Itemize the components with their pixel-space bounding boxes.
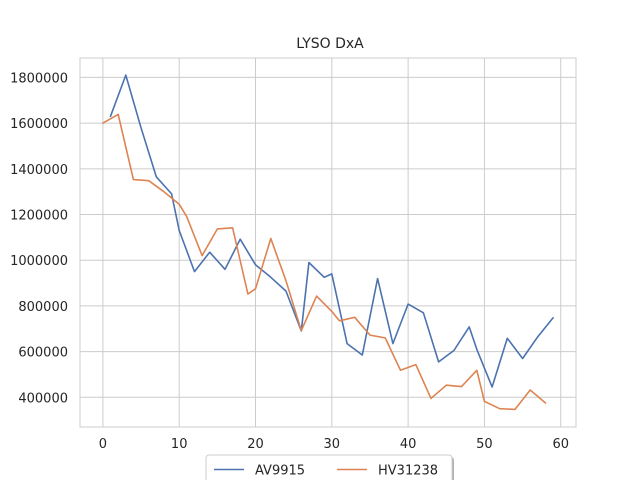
y-tick-label: 1400000	[10, 163, 68, 178]
grid	[80, 58, 576, 427]
legend-label: AV9915	[255, 464, 305, 479]
x-tick-label: 30	[324, 437, 341, 452]
chart-title: LYSO DxA	[296, 36, 364, 52]
legend-box	[205, 454, 453, 480]
plot-frame	[79, 57, 577, 428]
x-tick-label: 0	[99, 437, 107, 452]
y-tick-label: 1800000	[10, 71, 68, 86]
legend: AV9915 HV31238	[205, 454, 454, 480]
x-tick-labels: 0 10 20 30 40 50 60	[99, 437, 569, 452]
x-tick-label: 50	[476, 437, 493, 452]
series-line-1	[109, 74, 554, 388]
y-tick-label: 800000	[18, 300, 68, 315]
y-tick-label: 600000	[18, 346, 68, 361]
y-tick-label: 1200000	[10, 209, 68, 224]
y-tick-labels: 400000 600000 800000 1000000 1200000 1400000 1…	[10, 71, 68, 406]
y-tick-label: 1000000	[10, 254, 68, 269]
x-tick-label: 60	[552, 437, 569, 452]
y-tick-label: 400000	[18, 391, 68, 406]
y-tick-label: 1600000	[10, 117, 68, 132]
x-tick-label: 40	[400, 437, 417, 452]
series-line-2	[102, 113, 547, 411]
x-tick-label: 20	[247, 437, 264, 452]
x-tick-label: 10	[171, 437, 188, 452]
legend-label: HV31238	[378, 464, 438, 479]
series-lines	[102, 74, 554, 411]
